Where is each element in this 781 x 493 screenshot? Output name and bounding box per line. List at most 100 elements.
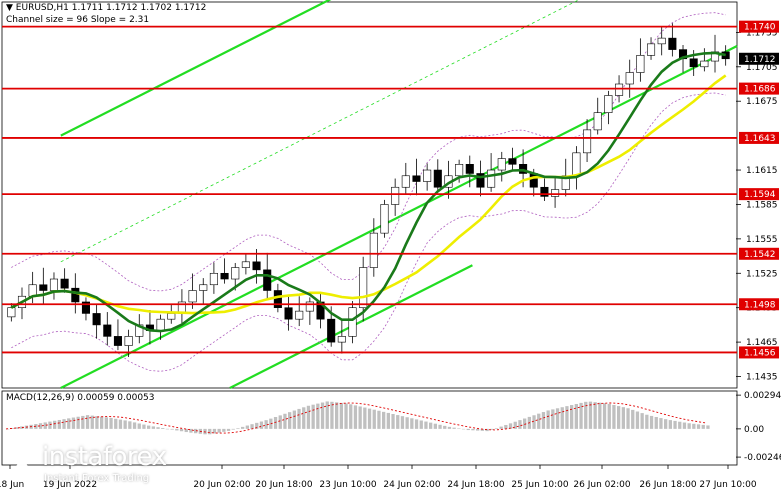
macd-histogram-bar [194, 428, 198, 434]
candle-body [305, 301, 314, 312]
macd-histogram-bar [325, 401, 329, 429]
macd-histogram-bar [485, 428, 489, 432]
macd-histogram-bar [156, 427, 160, 429]
macd-signal-line [5, 402, 707, 434]
macd-histogram-bar [189, 428, 193, 433]
candle-body [284, 307, 293, 320]
candle-body [572, 152, 581, 177]
macd-histogram-bar [226, 428, 231, 431]
macd-histogram-bar [335, 402, 339, 429]
candle-body [423, 169, 432, 182]
level-label-bg [739, 188, 779, 201]
macd-histogram-bar [518, 420, 522, 429]
macd-histogram-bar [480, 428, 484, 431]
candle-body [508, 158, 517, 165]
candle-body [647, 43, 656, 56]
macd-histogram-bar [179, 428, 184, 432]
macd-panel-frame [1, 390, 738, 466]
macd-histogram-bar [391, 414, 395, 429]
macd-histogram-bar [358, 406, 362, 429]
candle-body [412, 175, 421, 182]
macd-histogram-bar [682, 422, 687, 429]
y-tick-label: 1.1465 [746, 338, 778, 348]
macd-histogram-bar [53, 420, 57, 429]
level-label-bg [739, 247, 779, 260]
macd-histogram-bar [382, 411, 386, 429]
x-tick-label: 19 Jun 2022 [43, 480, 97, 489]
macd-histogram-bar [447, 426, 452, 429]
candle-body [689, 58, 698, 68]
macd-histogram-bar [560, 407, 564, 429]
macd-histogram-bar [104, 417, 108, 429]
y-tick-label: 1.1525 [746, 269, 778, 279]
candle-body [263, 269, 272, 291]
candle-body [369, 232, 378, 268]
candle-body [433, 169, 442, 188]
candle-body [668, 37, 677, 50]
level-label: 1.1542 [744, 250, 776, 260]
x-tick-label: 20 Jun 02:00 [193, 480, 250, 489]
channel-lower-line [60, 44, 738, 389]
candle-body [391, 186, 400, 205]
level-label: 1.1456 [744, 348, 776, 358]
logo-emblem-icon [8, 448, 36, 480]
macd-y-tick-label: 0.00294 [744, 391, 781, 401]
macd-histogram-bar [38, 423, 43, 429]
macd-histogram-bar [353, 405, 358, 429]
current-price-tag-bg [739, 52, 779, 65]
candle-body [465, 164, 474, 174]
candle-body [700, 60, 709, 68]
macd-histogram-bar [128, 421, 132, 429]
macd-histogram-bar [640, 413, 644, 429]
macd-histogram-bar [109, 417, 113, 429]
macd-histogram-bar [372, 409, 376, 429]
macd-histogram-bar [696, 424, 701, 429]
macd-histogram-bar [241, 426, 245, 429]
macd-histogram-bar [414, 419, 419, 429]
macd-histogram-bar [673, 420, 677, 429]
macd-y-tick-label: -0.00246 [744, 453, 781, 463]
macd-histogram-bar [687, 423, 691, 429]
candle-body [657, 37, 666, 45]
candle-body [199, 284, 208, 291]
candle-body [337, 336, 346, 343]
macd-histogram-bar [476, 428, 480, 431]
y-tick-label: 1.1435 [746, 373, 778, 383]
candle-body [220, 272, 229, 280]
candle-body [615, 83, 624, 96]
candle-body [636, 55, 645, 73]
candle-body [71, 287, 80, 303]
level-label-bg [739, 346, 779, 359]
macd-histogram-bar [386, 412, 390, 429]
macd-histogram-bar [161, 428, 165, 429]
macd-histogram-bar [584, 401, 588, 429]
macd-histogram-bar [532, 415, 536, 429]
macd-histogram-bar [659, 418, 663, 429]
macd-histogram-bar [570, 405, 574, 429]
macd-histogram-bar [165, 428, 170, 430]
macd-histogram-bar [438, 424, 442, 429]
candle-body [487, 169, 496, 188]
candle-body [359, 267, 368, 308]
macd-histogram-bar [43, 422, 47, 429]
y-tick-label: 1.1705 [746, 63, 778, 73]
macd-histogram-bar [457, 428, 461, 429]
candle-body [604, 95, 613, 113]
macd-label: MACD(12,26,9) 0.00059 0.00053 [6, 393, 155, 403]
x-tick-label: 26 Jun 18:00 [639, 480, 696, 489]
macd-histogram-bar [668, 420, 672, 429]
macd-histogram-bar [429, 422, 433, 429]
candle-body [92, 313, 101, 326]
macd-histogram-bar [607, 403, 611, 429]
macd-histogram-bar [555, 408, 560, 429]
y-tick-label: 1.1585 [746, 200, 778, 210]
macd-histogram-bar [664, 419, 668, 429]
macd-histogram-bar [452, 427, 456, 429]
macd-histogram-bar [311, 404, 315, 429]
channel-line: Channel size = 96 Slope = 2.31 [6, 15, 150, 25]
dropdown-triangle-icon[interactable]: ▼ [6, 3, 13, 13]
macd-histogram-bar [546, 410, 550, 429]
macd-histogram-bar [400, 416, 405, 429]
macd-histogram-bar [645, 414, 649, 429]
macd-histogram-bar [396, 415, 400, 429]
